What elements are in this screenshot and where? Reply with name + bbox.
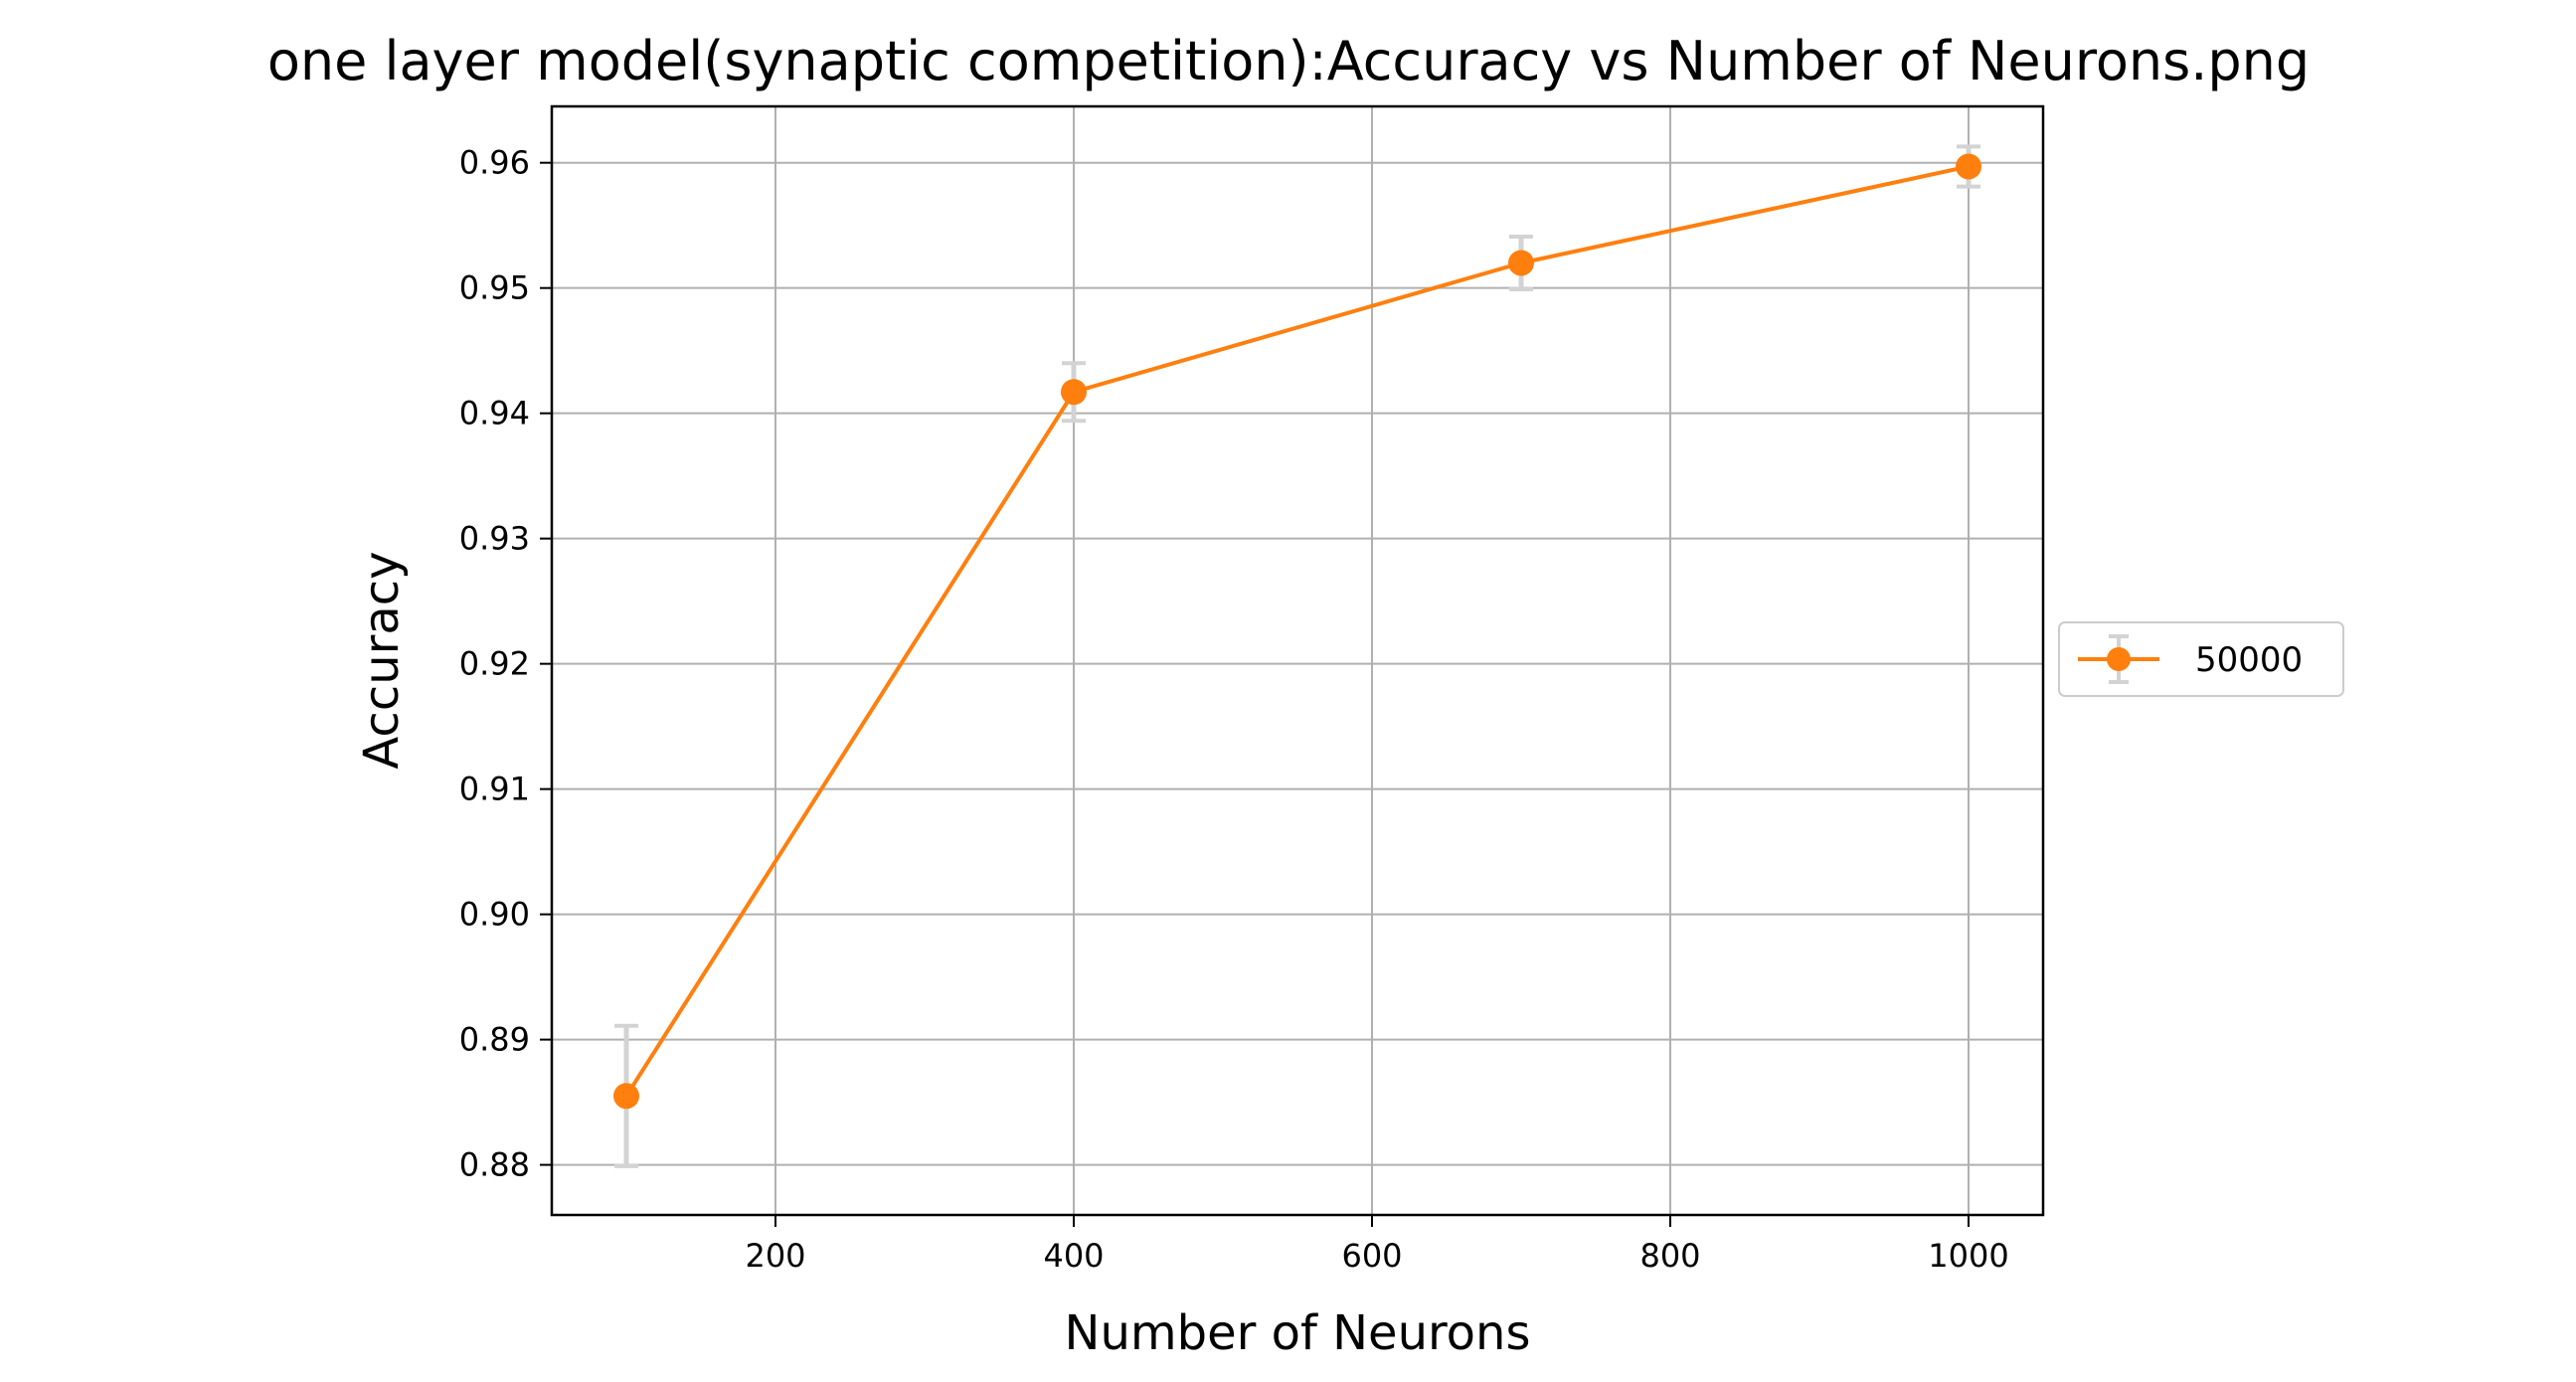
x-tick-label: 600 — [1341, 1237, 1402, 1275]
y-tick-label: 0.93 — [459, 520, 530, 558]
grid — [552, 106, 2043, 1215]
data-point — [1508, 250, 1534, 276]
data-point — [1061, 379, 1087, 406]
error-bars — [614, 144, 1980, 1168]
axis-ticks: 200 400 600 800 1000 0.88 0.89 0.90 0.91 0.92 0.93… — [459, 144, 2009, 1275]
x-tick-label: 400 — [1043, 1237, 1104, 1275]
legend-label: 50000 — [2195, 640, 2303, 680]
y-tick-label: 0.90 — [459, 896, 530, 934]
y-tick-label: 0.89 — [459, 1021, 530, 1059]
y-tick-label: 0.96 — [459, 144, 530, 182]
y-tick-label: 0.95 — [459, 269, 530, 307]
legend-series-marker — [2107, 647, 2131, 671]
x-axis-label: Number of Neurons — [1065, 1305, 1531, 1361]
y-axis-label: Accuracy — [354, 551, 410, 769]
y-tick-label: 0.94 — [459, 395, 530, 432]
chart-title: one layer model(synaptic competition):Ac… — [267, 30, 2310, 92]
legend: 50000 — [2058, 621, 2344, 697]
y-tick-label: 0.91 — [459, 771, 530, 808]
y-tick-label: 0.92 — [459, 645, 530, 683]
data-point — [1956, 153, 1981, 180]
x-tick-label: 800 — [1639, 1237, 1700, 1275]
y-tick-label: 0.88 — [459, 1146, 530, 1184]
x-tick-label: 1000 — [1928, 1237, 2008, 1275]
legend-box — [2058, 621, 2344, 697]
series-line — [624, 164, 1970, 1098]
x-tick-label: 200 — [745, 1237, 805, 1275]
plot-area-frame — [550, 104, 2045, 1217]
series-layer — [613, 153, 1981, 1110]
data-point — [613, 1083, 639, 1110]
